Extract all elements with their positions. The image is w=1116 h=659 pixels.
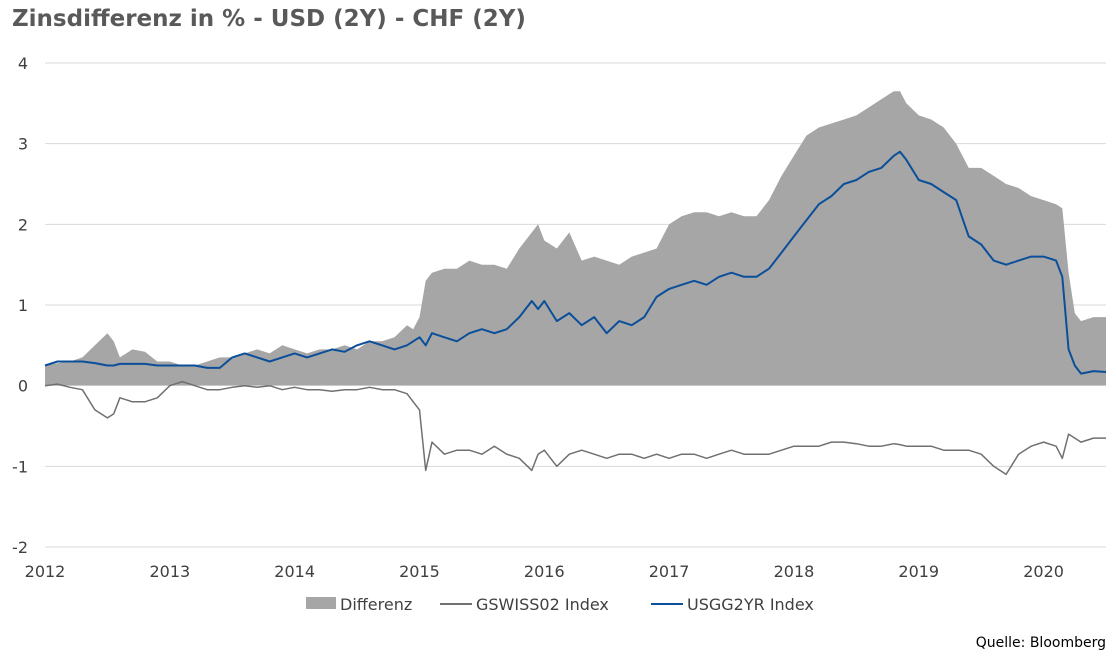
x-tick-label: 2017 [649,562,690,581]
x-tick-label: 2020 [1023,562,1064,581]
usgg2yr-line [44,150,1107,375]
y-tick-label: -2 [12,538,28,557]
legend-differenz-swatch [306,597,336,609]
x-tick-label: 2016 [524,562,565,581]
chart-title: Zinsdifferenz in % - USD (2Y) - CHF (2Y) [12,6,526,32]
plot-series [44,91,1107,476]
y-axis-ticks: -2 -1 0 1 2 3 4 [12,54,28,557]
legend-differenz-label: Differenz [340,595,412,614]
legend-usgg2yr-label: USGG2YR Index [687,595,814,614]
y-tick-label: -1 [12,457,28,476]
x-tick-label: 2013 [149,562,190,581]
y-tick-label: 4 [18,54,28,73]
y-tick-label: 1 [18,296,28,315]
x-axis-ticks: 2012 2013 2014 2015 2016 2017 2018 2019 2020 [25,562,1064,581]
y-tick-label: 2 [18,215,28,234]
x-tick-label: 2018 [774,562,815,581]
legend-gswiss02-label: GSWISS02 Index [476,595,609,614]
x-tick-label: 2012 [25,562,66,581]
gswiss02-line [44,380,1106,476]
x-tick-label: 2019 [898,562,939,581]
source-note: Quelle: Bloomberg [975,635,1106,651]
x-tick-label: 2014 [274,562,315,581]
x-tick-label: 2015 [399,562,440,581]
differenz-area [45,91,1106,386]
legend: Differenz GSWISS02 Index USGG2YR Index [306,595,814,614]
y-tick-label: 0 [18,377,28,396]
y-tick-label: 3 [18,135,28,154]
